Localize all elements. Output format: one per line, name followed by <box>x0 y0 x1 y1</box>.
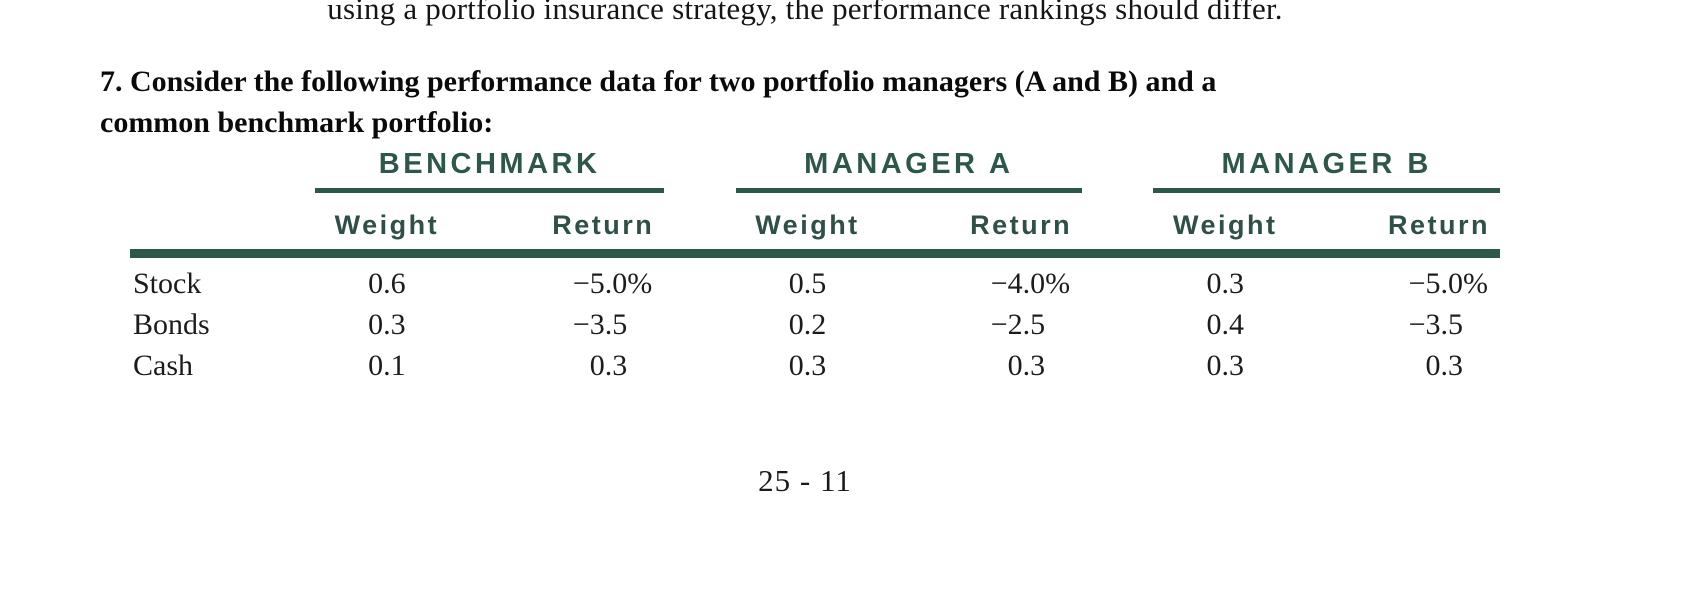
stock-benchmark-return-value: −5.0 <box>572 267 628 300</box>
group-gap-1 <box>664 146 735 191</box>
bonds-manager-b-return: −3.5 <box>1297 301 1500 342</box>
group-gap-2 <box>1082 146 1153 191</box>
truncated-previous-paragraph: using a portfolio insurance strategy, th… <box>327 0 1283 26</box>
column-header-manager-a-return: Return <box>879 190 1083 258</box>
column-header-manager-b-weight: Weight <box>1153 190 1298 258</box>
column-header-benchmark-return: Return <box>458 190 665 258</box>
cash-benchmark-return-value: 0.3 <box>589 349 628 382</box>
group-header-row: BENCHMARK MANAGER A MANAGER B <box>130 146 1500 193</box>
cash-manager-b-return-value: 0.3 <box>1425 349 1464 382</box>
question-line-1: 7. Consider the following performance da… <box>100 65 1217 98</box>
cash-benchmark-weight: 0.1 <box>368 349 406 382</box>
stock-benchmark-weight: 0.6 <box>368 267 406 300</box>
row-label-cash: Cash <box>133 349 193 382</box>
stock-manager-a-return: −4.0% <box>879 254 1082 302</box>
table-row-stock: Stock 0.6 −5.0% 0.5 −4.0% 0.3 −5.0% <box>130 254 1500 302</box>
column-header-gap-1 <box>664 190 736 258</box>
group-header-manager-a: MANAGER A <box>735 146 1083 193</box>
cash-manager-a-return: 0.3 <box>879 342 1082 383</box>
column-header-gap-2 <box>1082 190 1154 258</box>
column-header-row: Weight Return Weight Return Weight Retur… <box>130 190 1500 258</box>
table-row-bonds: Bonds 0.3 −3.5 0.2 −2.5 0.4 −3.5 <box>130 301 1500 342</box>
group-header-benchmark: BENCHMARK <box>314 146 665 193</box>
column-header-spacer <box>130 190 315 258</box>
page-number: 25 - 11 <box>758 463 852 498</box>
stock-manager-a-weight: 0.5 <box>788 267 827 300</box>
stock-manager-b-return-value: −5.0 <box>1408 267 1463 300</box>
bonds-manager-a-return: −2.5 <box>879 301 1082 342</box>
cash-benchmark-return: 0.3 <box>459 342 665 383</box>
row-label-bonds: Bonds <box>133 308 210 341</box>
gap-cell <box>1082 342 1153 383</box>
stock-manager-a-return-value: −4.0 <box>990 267 1046 300</box>
page-content: using a portfolio insurance strategy, th… <box>100 0 1510 499</box>
performance-data-table: BENCHMARK MANAGER A MANAGER B Weight Ret… <box>130 146 1500 383</box>
stock-manager-b-weight: 0.3 <box>1206 267 1245 300</box>
cash-manager-b-return: 0.3 <box>1297 342 1500 383</box>
gap-cell <box>1082 301 1153 342</box>
gap-cell <box>664 342 735 383</box>
gap-cell <box>664 254 735 302</box>
stock-benchmark-return: −5.0% <box>459 254 665 302</box>
stock-benchmark-return-percent: % <box>627 267 653 300</box>
bonds-benchmark-weight: 0.3 <box>368 308 406 341</box>
gap-cell <box>664 301 735 342</box>
cash-manager-a-weight: 0.3 <box>788 349 827 382</box>
cash-manager-b-weight: 0.3 <box>1206 349 1245 382</box>
table-row-cash: Cash 0.1 0.3 0.3 0.3 0.3 0.3 <box>130 342 1500 383</box>
group-header-manager-b: MANAGER B <box>1153 146 1500 193</box>
stock-manager-b-return-percent: % <box>1463 267 1488 300</box>
bonds-manager-b-return-value: −3.5 <box>1408 308 1463 341</box>
gap-cell <box>1082 254 1153 302</box>
group-header-spacer <box>130 146 315 191</box>
bonds-benchmark-return-value: −3.5 <box>572 308 628 341</box>
bonds-manager-a-return-value: −2.5 <box>990 308 1046 341</box>
stock-manager-b-return: −5.0% <box>1297 254 1500 302</box>
column-header-benchmark-weight: Weight <box>314 190 459 258</box>
bonds-benchmark-return: −3.5 <box>459 301 665 342</box>
column-header-manager-b-return: Return <box>1297 190 1500 258</box>
stock-manager-a-return-percent: % <box>1045 267 1071 300</box>
bonds-manager-b-weight: 0.4 <box>1206 308 1245 341</box>
cash-manager-a-return-value: 0.3 <box>1007 349 1046 382</box>
column-header-manager-a-weight: Weight <box>735 190 880 258</box>
question-line-2: common benchmark portfolio: <box>100 106 494 139</box>
row-label-stock: Stock <box>133 267 202 300</box>
question-7-text: 7. Consider the following performance da… <box>100 61 1510 143</box>
bonds-manager-a-weight: 0.2 <box>788 308 827 341</box>
